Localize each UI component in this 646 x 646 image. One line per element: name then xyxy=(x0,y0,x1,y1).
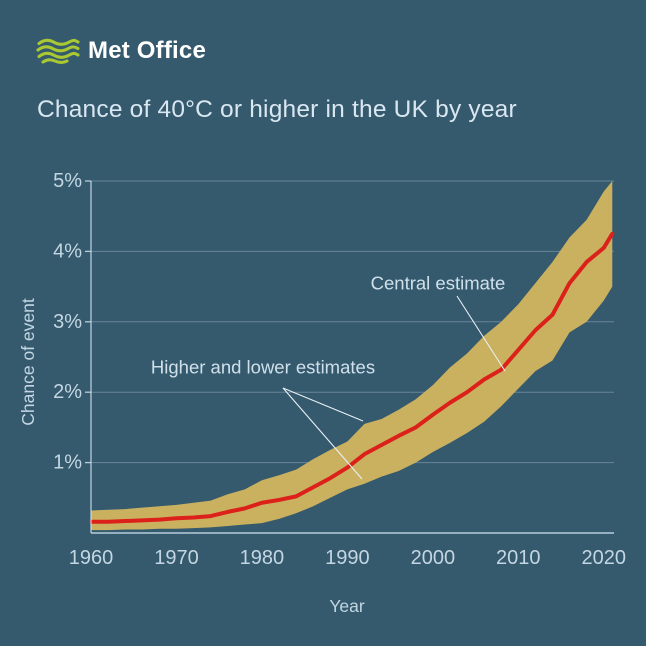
met-office-logo: Met Office xyxy=(36,37,626,64)
x-tick-label: 1970 xyxy=(154,547,199,569)
x-tick-label: 2010 xyxy=(496,547,541,569)
y-tick-label: 3% xyxy=(53,311,82,333)
central-estimate-line xyxy=(89,231,615,524)
x-axis-title: Year xyxy=(329,596,365,616)
y-axis-title: Chance of event xyxy=(18,298,38,426)
annotation-callout-line xyxy=(456,295,506,372)
x-tick-label: 1960 xyxy=(69,547,114,569)
annotation-label-central-estimate: Central estimate xyxy=(371,273,506,294)
met-office-waves-icon xyxy=(36,38,80,64)
annotation-label-higher-and-lower-estimates: Higher and lower estimates xyxy=(151,357,375,378)
annotation-callout-line xyxy=(282,387,364,422)
estimate-band-area xyxy=(91,181,613,531)
header: Met Office Chance of 40°C or higher in t… xyxy=(36,37,626,124)
met-office-logo-text: Met Office xyxy=(88,37,207,64)
x-tick-label: 1980 xyxy=(240,547,285,569)
y-tick-label: 1% xyxy=(53,452,82,474)
x-tick-label: 2020 xyxy=(581,547,626,569)
y-tick-label: 2% xyxy=(53,381,82,403)
y-tick-label: 5% xyxy=(53,170,82,192)
y-tick-label: 4% xyxy=(53,240,82,262)
annotation-callout-line xyxy=(282,387,363,480)
page-title: Chance of 40°C or higher in the UK by ye… xyxy=(37,96,517,123)
x-tick-label: 1990 xyxy=(325,547,370,569)
x-tick-label: 2000 xyxy=(411,547,456,569)
